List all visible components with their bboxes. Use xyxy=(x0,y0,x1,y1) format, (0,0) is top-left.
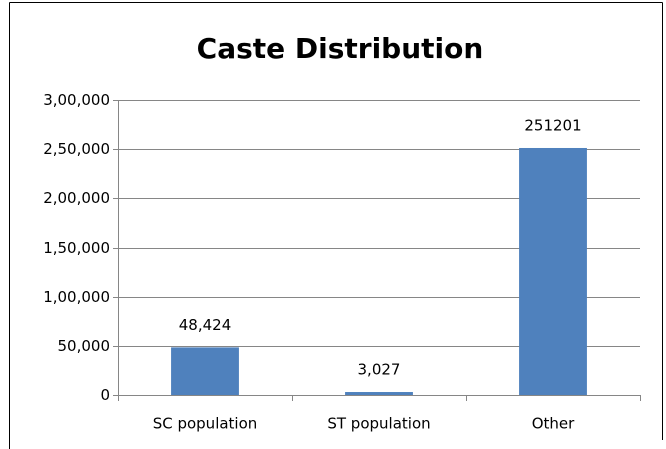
y-tick-label: 0 xyxy=(100,386,110,404)
y-tick-label: 3,00,000 xyxy=(43,91,110,109)
chart-title: Caste Distribution xyxy=(197,32,484,65)
y-tick-label: 50,000 xyxy=(58,337,111,355)
x-tick-label: ST population xyxy=(327,415,430,433)
bar xyxy=(519,147,587,395)
y-tick-label: 2,50,000 xyxy=(43,140,110,158)
chart-border xyxy=(9,2,663,449)
y-tick-label: 2,00,000 xyxy=(43,189,110,207)
bar xyxy=(171,347,239,395)
data-label: 48,424 xyxy=(179,316,232,334)
y-tick-label: 1,50,000 xyxy=(43,239,110,257)
y-tick-label: 1,00,000 xyxy=(43,288,110,306)
x-tick-label: Other xyxy=(532,415,575,433)
data-label: 3,027 xyxy=(358,361,401,379)
x-tick-label: SC population xyxy=(153,415,258,433)
bar xyxy=(345,392,413,395)
data-label: 251201 xyxy=(524,116,581,134)
